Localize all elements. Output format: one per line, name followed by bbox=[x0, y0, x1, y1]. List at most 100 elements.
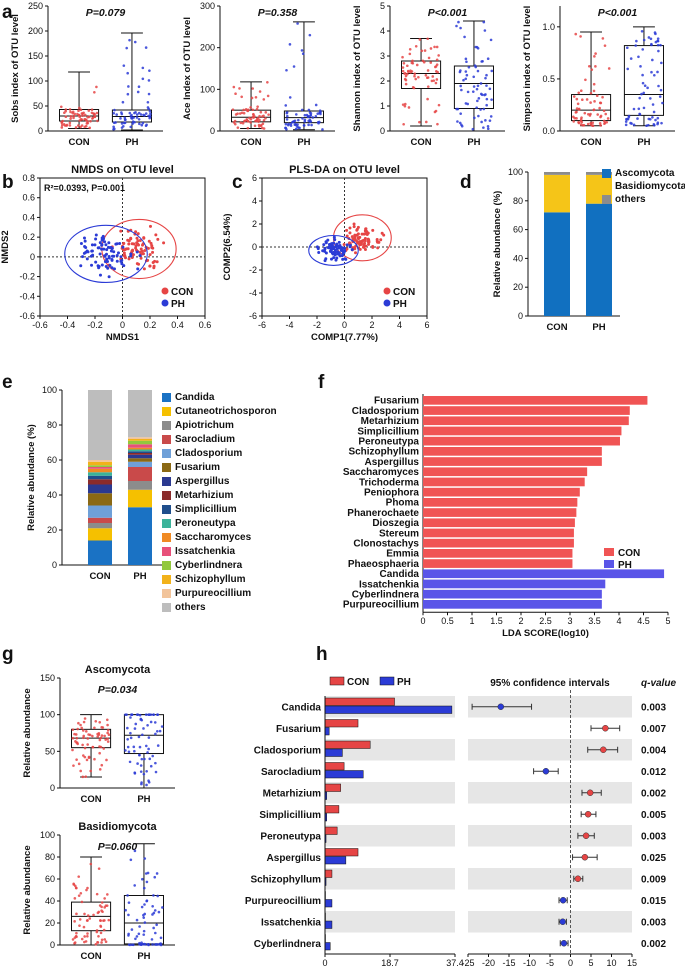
a1-point bbox=[88, 126, 92, 130]
a1-point bbox=[87, 109, 91, 112]
g2-point bbox=[141, 877, 144, 881]
b-point-ph bbox=[100, 243, 104, 247]
a2-point bbox=[262, 119, 266, 122]
a4-point bbox=[586, 122, 590, 126]
c-legend-label: CON bbox=[393, 287, 415, 298]
h-diff-point bbox=[560, 940, 568, 947]
a1-point bbox=[135, 113, 139, 116]
a1-point bbox=[95, 111, 99, 115]
a4-point bbox=[654, 118, 657, 122]
g1-point bbox=[88, 733, 92, 737]
a3-point bbox=[411, 59, 414, 63]
g1-point bbox=[156, 744, 160, 747]
a3-y-tick-label: 1 bbox=[380, 101, 385, 111]
e-legend-swatch bbox=[162, 435, 171, 444]
d-y-tick-label: 60 bbox=[513, 225, 523, 235]
a2-point bbox=[261, 122, 265, 126]
a3-point bbox=[477, 114, 480, 118]
a3-point bbox=[457, 20, 460, 24]
b-point-ph bbox=[82, 236, 86, 240]
a4-point bbox=[577, 107, 581, 111]
a4-point bbox=[656, 116, 660, 120]
a1-point bbox=[69, 110, 72, 114]
g1-point bbox=[153, 721, 157, 724]
e-legend-label: others bbox=[175, 602, 206, 613]
h-q-value: 0.005 bbox=[641, 810, 666, 821]
a3-point bbox=[466, 102, 470, 106]
g1-point bbox=[126, 745, 130, 749]
g1-point bbox=[147, 713, 151, 716]
a3-point bbox=[406, 64, 409, 68]
b-point-ph bbox=[96, 246, 100, 250]
g2-point bbox=[158, 943, 161, 946]
h-ci-x-tick-label: 0 bbox=[568, 958, 573, 968]
panel-label-g: g bbox=[2, 644, 14, 665]
b-point-con bbox=[155, 260, 159, 264]
g1-point bbox=[154, 761, 157, 765]
a3-point bbox=[489, 115, 493, 118]
a3-point bbox=[465, 73, 469, 77]
e-legend-swatch bbox=[162, 519, 171, 528]
g1-point bbox=[139, 764, 143, 767]
a3-point bbox=[486, 124, 490, 128]
g1-point bbox=[107, 733, 111, 737]
a3-y-tick-label: 2 bbox=[380, 76, 385, 86]
a2-y-axis-label: Ace Index of OTU level bbox=[182, 17, 193, 120]
a4-y-tick-label: 1.0 bbox=[542, 22, 555, 32]
a4-point bbox=[625, 117, 628, 121]
a2-point bbox=[259, 110, 263, 114]
c-point-ph bbox=[333, 251, 337, 255]
a2-point bbox=[257, 123, 261, 127]
a2-point bbox=[253, 124, 257, 128]
a3-point bbox=[476, 69, 480, 73]
f-taxon-label: Peroneutypa bbox=[358, 437, 419, 448]
a2-point bbox=[243, 119, 246, 123]
b-point-ph bbox=[94, 233, 98, 237]
g2-point bbox=[130, 928, 134, 931]
g2-point bbox=[80, 937, 84, 941]
g1-point bbox=[86, 743, 89, 746]
a1-point bbox=[79, 117, 83, 121]
a1-point bbox=[121, 100, 125, 104]
d-legend-swatch bbox=[602, 195, 611, 204]
h-taxon-label: Sarocladium bbox=[261, 767, 321, 778]
a4-point bbox=[657, 84, 660, 88]
g2-point bbox=[144, 943, 147, 946]
a3-point bbox=[488, 119, 492, 122]
g1-point bbox=[133, 772, 137, 775]
a4-point bbox=[656, 121, 660, 125]
b-point-con bbox=[135, 236, 139, 240]
g1-point bbox=[74, 740, 77, 743]
b-point-ph bbox=[110, 266, 114, 270]
g2-point bbox=[83, 912, 86, 916]
h-q-header: q-value bbox=[641, 678, 676, 689]
c-point-con bbox=[359, 243, 363, 247]
e-legend-label: Aspergillus bbox=[175, 476, 230, 487]
e-legend-label: Schizophyllum bbox=[175, 574, 246, 585]
a1-point bbox=[137, 111, 141, 115]
f-lda-bar bbox=[423, 447, 602, 456]
e-legend-swatch bbox=[162, 421, 171, 430]
g1-point bbox=[105, 718, 109, 722]
d-y-tick-label: 0 bbox=[518, 311, 523, 321]
f-taxon-label: Clonostachys bbox=[353, 539, 419, 550]
a4-point bbox=[638, 112, 641, 116]
b-y-tick-label: 0.8 bbox=[22, 173, 35, 183]
h-bar-ph bbox=[324, 899, 333, 908]
h-ci-x-tick-label: -15 bbox=[502, 958, 515, 968]
a3-point bbox=[459, 112, 462, 115]
b-x-tick-label: 0.2 bbox=[144, 320, 157, 330]
c-point-ph bbox=[336, 244, 340, 248]
f-taxon-label: Cyberlindnera bbox=[352, 590, 420, 601]
g1-point bbox=[80, 726, 84, 730]
a3-point bbox=[476, 46, 480, 50]
e-bar-segment bbox=[128, 444, 152, 448]
g2-point bbox=[100, 901, 104, 904]
e-y-tick-label: 40 bbox=[47, 490, 57, 500]
a4-point bbox=[599, 124, 602, 127]
a2-point bbox=[284, 104, 288, 107]
g1-point bbox=[102, 747, 106, 750]
a4-point bbox=[648, 117, 652, 121]
f-lda-bar bbox=[423, 589, 602, 599]
c-point-con bbox=[345, 234, 349, 238]
